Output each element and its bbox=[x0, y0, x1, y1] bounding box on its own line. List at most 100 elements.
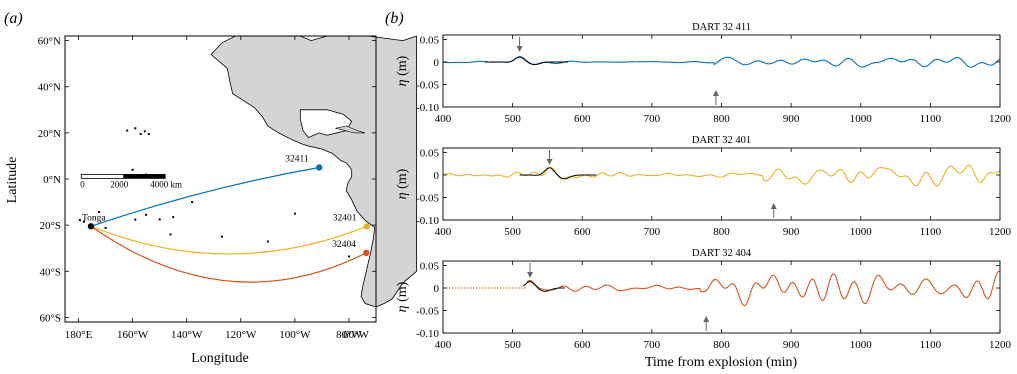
map-x-tick-label: 100°W bbox=[279, 329, 311, 341]
path-to-32401 bbox=[90, 225, 368, 255]
x-tick-label: 1000 bbox=[850, 226, 873, 238]
path-to-32404 bbox=[90, 225, 367, 283]
station-label-32411: 32411 bbox=[285, 154, 309, 164]
x-tick-label: 700 bbox=[644, 226, 661, 238]
map-x-tick-label: 140°W bbox=[171, 329, 203, 341]
x-tick-label: 400 bbox=[435, 226, 452, 238]
small-island bbox=[145, 213, 148, 216]
plot-frame bbox=[442, 260, 1001, 334]
map-y-tick-label: 0°N bbox=[43, 174, 61, 186]
y-tick-label: 0 bbox=[434, 57, 440, 69]
model-series-line bbox=[519, 167, 597, 180]
map-x-tick-label: 80°W bbox=[336, 329, 362, 341]
x-tick-label: 400 bbox=[435, 339, 452, 351]
small-island bbox=[134, 218, 137, 221]
map-ticks: 180°E 160°W 140°W 120°W 100°W 80°W60°W 60°N 40°… bbox=[38, 36, 376, 341]
map-y-tick-label: 60°N bbox=[38, 36, 61, 48]
x-tick-label: 600 bbox=[574, 226, 591, 238]
small-island bbox=[191, 201, 194, 204]
y-axis-unit: (m) bbox=[395, 281, 410, 305]
map-y-tick-label: 40°N bbox=[38, 82, 61, 94]
small-island bbox=[82, 220, 85, 223]
small-island bbox=[134, 127, 137, 130]
scale-bar: 0 2000 4000 km bbox=[80, 173, 182, 189]
map-y-tick-label: 20°N bbox=[38, 128, 61, 140]
y-axis-unit: (m) bbox=[395, 55, 410, 79]
plot-frame bbox=[442, 147, 1001, 221]
scale-bar-label: 4000 km bbox=[150, 179, 182, 189]
arrival-arrowhead-up bbox=[770, 203, 777, 209]
small-island bbox=[143, 130, 146, 133]
arrival-arrowhead-down bbox=[516, 46, 523, 52]
small-island bbox=[220, 235, 223, 238]
observed-series-line bbox=[526, 270, 1001, 307]
arrival-arrowhead-up bbox=[712, 90, 719, 96]
map-x-tick-label: 160°W bbox=[117, 329, 149, 341]
x-tick-label: 1100 bbox=[920, 339, 942, 351]
station-markers: Tonga 32411 32401 32404 bbox=[82, 154, 371, 257]
station-label-32401: 32401 bbox=[333, 213, 357, 223]
small-island bbox=[139, 133, 142, 135]
x-tick-label: 700 bbox=[644, 113, 661, 125]
map-y-axis-label: Latitude bbox=[5, 157, 20, 204]
small-island bbox=[78, 219, 81, 222]
y-axis-label: η (m) bbox=[395, 55, 410, 86]
x-tick-label: 1100 bbox=[920, 226, 942, 238]
y-tick-label: 0.05 bbox=[420, 261, 440, 273]
path-to-32411 bbox=[90, 166, 320, 227]
map-y-tick-label: 60°S bbox=[39, 312, 61, 324]
x-tick-label: 800 bbox=[713, 113, 730, 125]
y-tick-label: -0.05 bbox=[416, 306, 439, 318]
x-tick-label: 700 bbox=[644, 339, 661, 351]
station-label-32404: 32404 bbox=[332, 240, 356, 250]
y-tick-label: -0.10 bbox=[416, 215, 439, 227]
small-island bbox=[147, 133, 150, 135]
model-series-line bbox=[484, 56, 569, 66]
x-tick-label: 500 bbox=[504, 226, 521, 238]
station-marker-32404 bbox=[363, 249, 370, 257]
x-tick-label: 900 bbox=[783, 339, 800, 351]
x-tick-label: 600 bbox=[574, 113, 591, 125]
source-marker bbox=[87, 223, 95, 230]
x-tick-label: 1000 bbox=[850, 113, 873, 125]
observed-series-line bbox=[442, 56, 1001, 68]
land-masses bbox=[78, 35, 417, 308]
map-y-tick-label: 20°S bbox=[39, 220, 61, 232]
gulf-of-mexico bbox=[299, 109, 353, 138]
y-axis-label: η (m) bbox=[395, 168, 410, 199]
plot-title: DART 32 411 bbox=[692, 22, 751, 33]
x-tick-label: 900 bbox=[783, 113, 800, 125]
x-tick-label: 1200 bbox=[989, 113, 1012, 125]
y-tick-label: 0.05 bbox=[420, 35, 440, 47]
x-tick-label: 500 bbox=[504, 113, 521, 125]
x-tick-label: 900 bbox=[783, 226, 800, 238]
panel-label-b: (b) bbox=[385, 10, 404, 27]
panel-label-a: (a) bbox=[4, 10, 23, 27]
scale-bar-filled-segment bbox=[123, 174, 166, 179]
map-x-tick-label: 60°W bbox=[343, 329, 369, 341]
x-tick-label: 1000 bbox=[850, 339, 873, 351]
y-tick-label: -0.10 bbox=[416, 328, 439, 340]
map-x-axis-label: Longitude bbox=[191, 351, 249, 366]
x-tick-label: 1200 bbox=[989, 226, 1012, 238]
small-island bbox=[131, 168, 134, 171]
x-tick-label: 1100 bbox=[920, 113, 942, 125]
station-marker-32401 bbox=[363, 223, 371, 230]
small-island bbox=[126, 129, 129, 132]
arrival-arrowhead-up bbox=[703, 316, 710, 322]
x-tick-label: 1200 bbox=[989, 339, 1012, 351]
x-tick-label: 800 bbox=[713, 226, 730, 238]
map-y-tick-label: 40°S bbox=[39, 266, 61, 278]
y-tick-label: 0.05 bbox=[420, 148, 440, 160]
plot-frame bbox=[442, 34, 1001, 108]
observed-series-line bbox=[442, 164, 1001, 187]
small-island bbox=[348, 255, 350, 258]
scale-bar-label: 2000 bbox=[110, 179, 129, 189]
plot-title: DART 32 404 bbox=[692, 248, 752, 259]
